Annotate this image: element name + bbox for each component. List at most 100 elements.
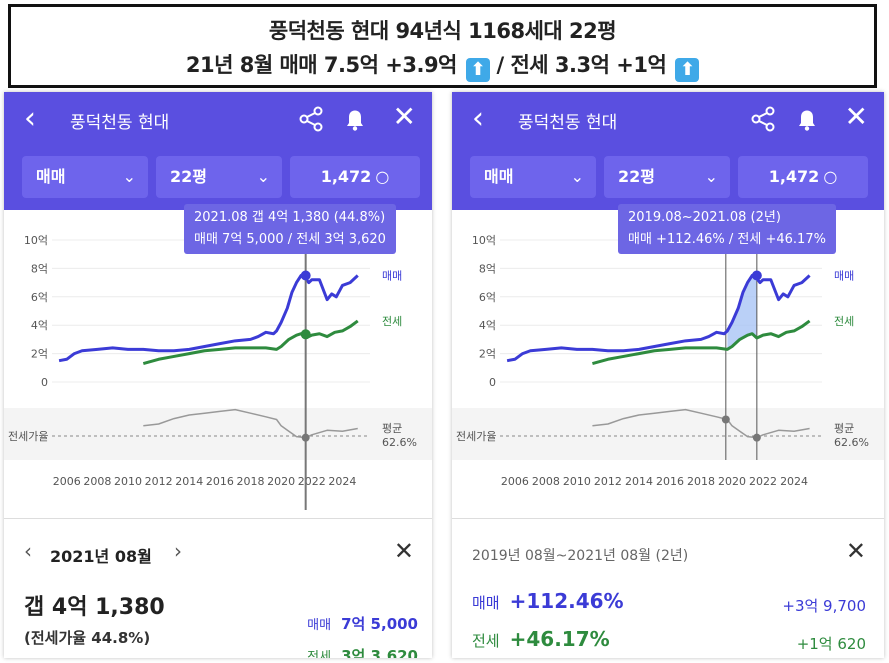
- x-tick-label: 2006: [53, 475, 81, 488]
- sale-pct: +112.46%: [509, 589, 624, 613]
- trade-type-value: 매매: [484, 167, 514, 186]
- x-tick-label: 2020: [718, 475, 746, 488]
- ratio-axis-label: 전세가율: [8, 430, 48, 443]
- y-tick-label: 0: [489, 376, 496, 389]
- sale-line: [58, 274, 359, 363]
- avg-value: 62.6%: [834, 436, 869, 449]
- jeonse-label: 전세: [472, 632, 500, 650]
- chart-tooltip: 2021.08 갭 4억 1,380 (44.8%) 매매 7억 5,000 /…: [184, 204, 396, 254]
- range-highlight: [727, 275, 757, 350]
- size-value: 22평: [618, 167, 655, 186]
- chevron-down-icon: ⌄: [122, 167, 136, 186]
- sale-change-amount: +3억 9,700: [782, 597, 866, 615]
- jeonse-change-amount: +1억 620: [796, 635, 866, 653]
- y-tick-label: 4억: [31, 319, 48, 332]
- ratio-line: [143, 408, 358, 439]
- size-value: 22평: [170, 167, 207, 186]
- x-tick-label: 2024: [780, 475, 808, 488]
- tooltip-line1: 2019.08~2021.08 (2년): [628, 210, 781, 225]
- chart-tooltip: 2019.08~2021.08 (2년) 매매 +112.46% / 전세 +4…: [618, 204, 836, 254]
- y-tick-label: 10억: [472, 234, 496, 247]
- size-select[interactable]: 22평 ⌄: [604, 156, 730, 198]
- sale-line: [506, 274, 811, 363]
- bell-icon[interactable]: [794, 106, 820, 132]
- x-tick-label: 2016: [206, 475, 234, 488]
- chevron-down-icon: ⌄: [704, 167, 718, 186]
- price-chart[interactable]: 10억 8억 6억 4억 2억 0 2006 2008 2010 2012 2014 2016 2018…: [452, 210, 884, 518]
- share-icon[interactable]: [750, 106, 776, 132]
- x-tick-label: 2014: [625, 475, 653, 488]
- listing-count-button[interactable]: 1,472 ○: [290, 156, 420, 198]
- sale-label: 매매: [307, 618, 332, 633]
- y-tick-label: 4억: [479, 319, 496, 332]
- next-month-button[interactable]: ›: [174, 539, 182, 563]
- close-icon[interactable]: ✕: [393, 537, 414, 565]
- sale-value: 7억 5,000: [341, 615, 418, 633]
- x-tick-label: 2008: [532, 475, 560, 488]
- sale-point: [300, 270, 311, 281]
- tooltip-line1: 2021.08 갭 4억 1,380 (44.8%): [194, 210, 386, 225]
- x-tick-label: 2020: [267, 475, 295, 488]
- sale-point: [751, 270, 762, 281]
- x-tick-label: 2018: [237, 475, 265, 488]
- x-tick-label: 2022: [298, 475, 326, 488]
- sale-label: 매매: [472, 594, 500, 612]
- series-label: 전세: [382, 315, 402, 328]
- x-tick-label: 2012: [594, 475, 622, 488]
- chevron-down-icon: ⌄: [570, 167, 584, 186]
- app-header: ‹ 풍덕천동 현대 ✕ 매매 ⌄ 22평 ⌄ 1,472 ○: [452, 92, 884, 210]
- y-tick-label: 2억: [479, 348, 496, 361]
- ratio-band: [4, 408, 432, 460]
- sale-change-row: 매매 +112.46%: [472, 589, 624, 613]
- search-icon: ○: [375, 167, 390, 186]
- y-tick-label: 6억: [31, 291, 48, 304]
- y-tick-label: 8억: [31, 262, 48, 275]
- sale-price-row: 매매 7억 5,000: [307, 613, 418, 634]
- bell-icon[interactable]: [342, 106, 368, 132]
- left-screen: ‹ 풍덕천동 현대 ✕ 매매 ⌄ 22평 ⌄ 1,472 ○ 10억 8억 6억 4억 2…: [4, 92, 432, 658]
- avg-label: 평균: [834, 422, 854, 435]
- y-tick-label: 6억: [479, 291, 496, 304]
- tooltip-line2: 매매 7억 5,000 / 전세 3억 3,620: [194, 232, 386, 247]
- x-tick-label: 2018: [687, 475, 715, 488]
- close-icon[interactable]: ✕: [844, 100, 868, 133]
- prev-month-button[interactable]: ‹: [24, 539, 32, 563]
- banner-sale-text: 21년 8월 매매 7.5억 +3.9억: [185, 53, 458, 77]
- x-tick-label: 2006: [501, 475, 529, 488]
- jeonse-line: [142, 319, 359, 365]
- trade-type-select[interactable]: 매매 ⌄: [470, 156, 596, 198]
- x-tick-label: 2010: [563, 475, 591, 488]
- x-tick-label: 2016: [656, 475, 684, 488]
- size-select[interactable]: 22평 ⌄: [156, 156, 282, 198]
- chevron-down-icon: ⌄: [256, 167, 270, 186]
- page-title: 풍덕천동 현대: [518, 113, 618, 133]
- banner-line1: 풍덕천동 현대 94년식 1168세대 22평: [268, 19, 617, 43]
- banner-jeonse-text: / 전세 3.3억 +1억: [496, 53, 667, 77]
- y-tick-label: 2억: [31, 348, 48, 361]
- avg-label: 평균: [382, 422, 402, 435]
- gap-amount: 갭 4억 1,380: [24, 595, 165, 620]
- jeonse-ratio: (전세가율 44.8%): [24, 629, 151, 647]
- ratio-point: [301, 433, 310, 442]
- jeonse-price-row: 전세 3억 3,620: [307, 645, 418, 658]
- page-title: 풍덕천동 현대: [70, 113, 170, 133]
- trade-type-value: 매매: [36, 167, 66, 186]
- trade-type-select[interactable]: 매매 ⌄: [22, 156, 148, 198]
- series-label: 전세: [834, 315, 854, 328]
- price-chart[interactable]: 10억 8억 6억 4억 2억 0 2006 2008 2010 2012 2014 2016 2018…: [4, 210, 432, 518]
- search-icon: ○: [823, 167, 838, 186]
- listing-count-button[interactable]: 1,472 ○: [738, 156, 868, 198]
- close-icon[interactable]: ✕: [845, 537, 866, 565]
- share-icon[interactable]: [298, 106, 324, 132]
- app-header: ‹ 풍덕천동 현대 ✕ 매매 ⌄ 22평 ⌄ 1,472 ○: [4, 92, 432, 210]
- jeonse-label: 전세: [307, 650, 332, 658]
- back-icon[interactable]: ‹: [24, 101, 36, 136]
- x-tick-label: 2008: [83, 475, 111, 488]
- jeonse-change-row: 전세 +46.17%: [472, 627, 610, 651]
- close-icon[interactable]: ✕: [392, 100, 416, 133]
- back-icon[interactable]: ‹: [472, 101, 484, 136]
- jeonse-value: 3억 3,620: [341, 647, 418, 658]
- y-tick-label: 0: [41, 376, 48, 389]
- x-tick-label: 2012: [145, 475, 173, 488]
- listing-count: 1,472: [768, 167, 820, 186]
